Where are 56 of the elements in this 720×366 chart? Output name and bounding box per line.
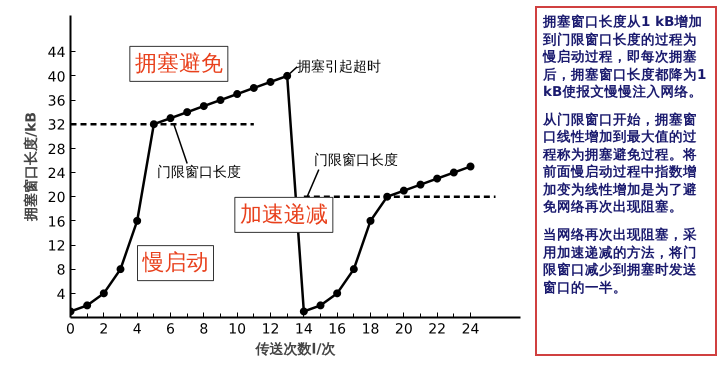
point [416,180,424,189]
point [300,307,308,316]
point [250,84,258,92]
annotation: 门限窗口长度 [157,164,242,181]
point [233,90,242,98]
x-tick-label: 24 [462,322,480,338]
point [83,301,92,310]
y-tick-label: 40 [48,69,66,86]
x-tick-label: 16 [328,322,346,338]
text: 从门限窗口开始，拥塞窗口线性增加到最大值的过程称为拥塞避免过程。将前面慢启动过程中指数增加变为线性增加是为了避免网络再次出现阻塞。 [543,112,698,218]
x-tick-label: 18 [362,322,380,338]
point [400,186,408,195]
y-tick-label: 16 [48,214,66,230]
point [450,168,458,177]
y-tick-label: 8 [56,262,66,279]
x-tick-label: 6 [166,322,176,338]
point [316,301,324,310]
annotation: 加速递减 [240,202,328,228]
point [100,289,108,298]
point [183,108,192,116]
point [466,162,474,170]
x-tick-label: 8 [199,322,208,338]
point [266,78,274,86]
y-tick-label: 20 [48,190,66,206]
point [116,265,124,274]
x-tick-label: 14 [294,322,313,338]
annotation: 拥塞避免 [134,51,223,76]
text: 拥塞窗口长度从1 kB增加到门限窗口长度的过程为慢启动过程，即每次拥塞后，拥塞窗口长度都降为1 kB使报文慢慢注入网络。 [543,14,708,102]
y-tick-label: 24 [48,166,66,182]
x-tick-label: 4 [132,322,142,338]
point [166,114,174,122]
x-tick-label: 12 [262,322,280,338]
y-tick-label: 36 [48,94,66,110]
point [433,174,442,183]
text: 当网络再次出现阻塞，采用加速递减的方法，将门限窗口减少到拥塞时发送窗口的一半。 [543,227,698,298]
x-tick-label: 0 [66,322,75,338]
y-tick-label: 28 [48,142,66,158]
point [366,216,374,225]
x-tick-label: 22 [428,322,446,338]
point [333,289,342,298]
y-tick-label: 44 [48,45,66,62]
annotation: 慢启动 [142,250,208,276]
y-axis-title: 拥塞窗口长度/kB [22,112,40,222]
x-tick-label: 10 [228,322,246,338]
x-tick-label: 2 [99,322,108,338]
y-tick-label: 12 [48,238,66,255]
y-tick-label: 32 [48,118,66,134]
point [200,102,208,110]
point [350,265,358,274]
annotation: 门限窗口长度 [314,152,398,168]
x-axis-title: 传送次数l/次 [254,342,336,358]
annotation: 拥塞引起超时 [297,58,382,75]
point [133,216,142,225]
point [216,96,224,104]
x-tick-label: 20 [394,322,413,338]
y-tick-label: 4 [56,286,66,303]
